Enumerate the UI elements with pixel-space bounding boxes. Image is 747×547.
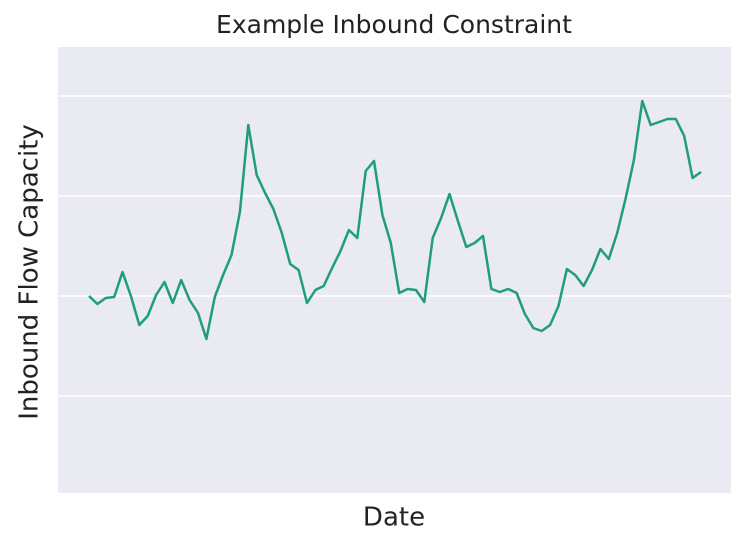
chart-title: Example Inbound Constraint bbox=[216, 10, 572, 39]
y-axis-label: Inbound Flow Capacity bbox=[15, 124, 45, 420]
data-line bbox=[88, 99, 702, 341]
x-axis-label: Date bbox=[363, 503, 425, 533]
